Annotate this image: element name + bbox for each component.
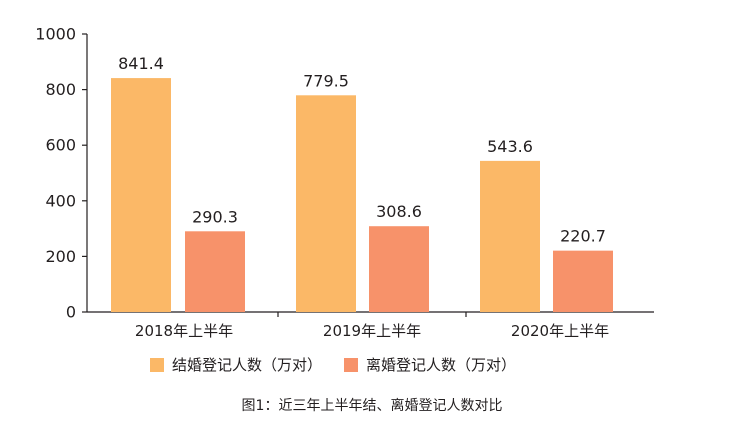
legend-swatch-marriage — [150, 357, 164, 372]
data-label: 841.4 — [118, 54, 164, 73]
x-category-label: 2020年上半年 — [511, 322, 609, 340]
legend-label-marriage: 结婚登记人数（万对） — [172, 356, 323, 374]
data-label: 543.6 — [487, 137, 533, 156]
legend-label-divorce: 离婚登记人数（万对） — [366, 356, 517, 374]
y-tick-label: 800 — [45, 80, 76, 99]
data-label: 779.5 — [303, 71, 349, 90]
data-label: 220.7 — [560, 227, 606, 246]
figure-caption: 图1：近三年上半年结、离婚登记人数对比 — [241, 398, 503, 414]
y-tick-label: 400 — [45, 191, 76, 210]
legend-item-marriage: 结婚登记人数（万对） — [150, 354, 322, 375]
bar-divorce — [553, 250, 613, 312]
legend-item-divorce: 离婚登记人数（万对） — [344, 354, 516, 375]
legend: 结婚登记人数（万对） 离婚登记人数（万对） — [150, 354, 538, 375]
data-label: 308.6 — [376, 202, 422, 221]
data-label: 290.3 — [192, 207, 238, 226]
bar-marriage — [111, 78, 171, 313]
y-tick-label: 600 — [45, 136, 76, 155]
y-tick-label: 1000 — [35, 25, 76, 44]
x-category-label: 2018年上半年 — [135, 322, 233, 340]
y-tick-label: 200 — [45, 247, 76, 266]
bar-divorce — [369, 226, 429, 312]
legend-swatch-divorce — [344, 357, 359, 372]
x-category-label: 2019年上半年 — [323, 322, 421, 340]
y-tick-label: 0 — [66, 303, 76, 322]
bar-divorce — [185, 231, 245, 312]
bar-marriage — [480, 160, 540, 312]
bar-marriage — [296, 95, 356, 312]
